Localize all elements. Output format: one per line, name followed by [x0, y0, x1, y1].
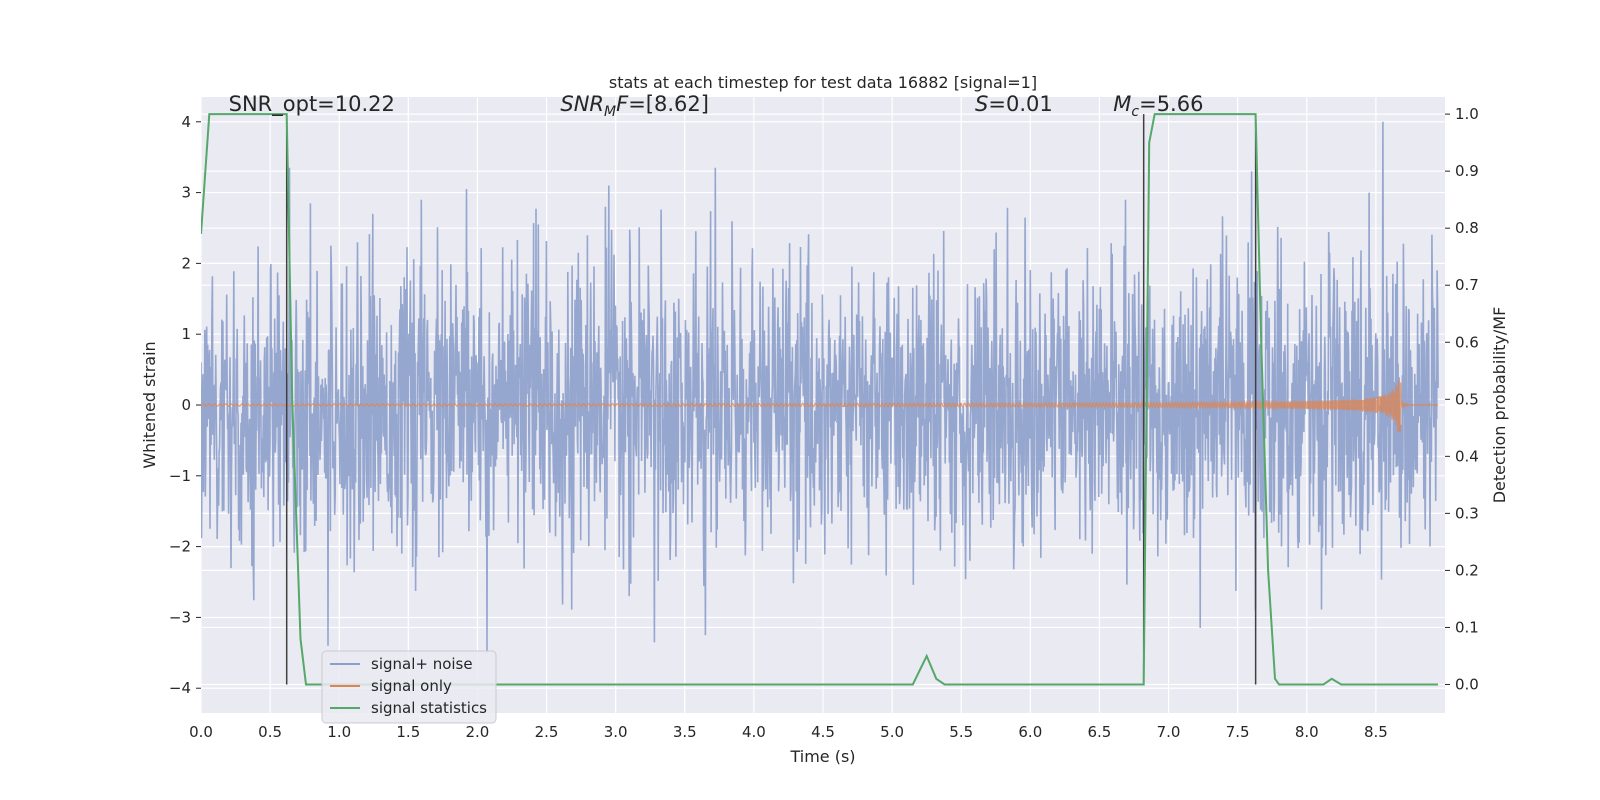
series-signal-statistics: [201, 113, 1439, 686]
legend-label-signal-only: signal only: [371, 677, 452, 695]
x-tick-label: 3.5: [673, 723, 697, 741]
y-tick-label: −1: [169, 467, 191, 485]
x-tick-label: 2.0: [466, 723, 490, 741]
annotations: SNR_opt=10.22 SNRMF=[8.62] S=0.01 Mc=5.66: [229, 92, 1204, 120]
left-y-axis-label: Whitened strain: [140, 341, 159, 468]
y2-tick-label: 0.4: [1455, 447, 1479, 465]
right-y-axis-ticks: 0.0 0.1 0.2 0.3 0.4 0.5 0.6 0.7 0.8 0.9 1.0: [1445, 105, 1479, 693]
y2-tick-label: 0.2: [1455, 561, 1479, 579]
y-tick-label: 2: [181, 254, 191, 272]
line-signal-plus-noise: [201, 121, 1439, 653]
right-y-axis-label: Detection probability/MF: [1490, 307, 1509, 504]
series-signal-plus-noise: [201, 121, 1439, 653]
y2-tick-label: 0.7: [1455, 276, 1479, 294]
x-tick-label: 1.5: [396, 723, 420, 741]
y2-tick-label: 0.5: [1455, 390, 1479, 408]
legend: signal+ noise signal only signal statist…: [321, 650, 497, 724]
annotation-text: Mc=5.66: [1113, 92, 1203, 120]
y-tick-label: 4: [181, 113, 191, 131]
y-tick-label: 0: [181, 396, 191, 414]
annotation-text: SNRMF=[8.62]: [560, 92, 709, 120]
x-tick-label: 4.0: [742, 723, 766, 741]
y-tick-label: −2: [169, 538, 191, 556]
legend-box: [321, 650, 497, 724]
x-tick-label: 7.5: [1226, 723, 1250, 741]
x-tick-label: 5.5: [949, 723, 973, 741]
legend-label-signal-plus-noise: signal+ noise: [371, 655, 473, 673]
legend-label-signal-statistics: signal statistics: [371, 699, 487, 717]
x-tick-label: 3.0: [604, 723, 628, 741]
x-tick-label: 0.5: [258, 723, 282, 741]
annotation-text: SNR_opt=10.22: [229, 92, 395, 117]
line-signal-only: [201, 379, 1439, 433]
x-tick-label: 8.0: [1295, 723, 1319, 741]
y-tick-label: −4: [169, 679, 191, 697]
y2-tick-label: 1.0: [1455, 105, 1479, 123]
y2-tick-label: 0.8: [1455, 219, 1479, 237]
annotation-text: S=0.01: [975, 92, 1053, 116]
left-y-axis-ticks: −4 −3 −2 −1 0 1 2 3 4: [169, 113, 201, 697]
y-tick-label: 1: [181, 325, 191, 343]
series-signal-only: [201, 379, 1439, 433]
x-tick-label: 0.0: [189, 723, 213, 741]
x-tick-label: 8.5: [1364, 723, 1388, 741]
y2-tick-label: 0.9: [1455, 162, 1479, 180]
y2-tick-label: 0.6: [1455, 333, 1479, 351]
y2-tick-label: 0.3: [1455, 504, 1479, 522]
x-axis-ticks: 0.0 0.5 1.0 1.5 2.0 2.5 3.0 3.5 4.0 4.5 5.0 5.5 6.0 6…: [189, 723, 1388, 741]
y2-tick-label: 0.0: [1455, 675, 1479, 693]
y-tick-label: 3: [181, 184, 191, 202]
x-tick-label: 4.5: [811, 723, 835, 741]
x-tick-label: 6.5: [1088, 723, 1112, 741]
x-axis-label: Time (s): [789, 747, 855, 766]
x-tick-label: 1.0: [327, 723, 351, 741]
chart-title: stats at each timestep for test data 168…: [609, 73, 1037, 92]
x-tick-label: 2.5: [535, 723, 559, 741]
x-tick-label: 6.0: [1018, 723, 1042, 741]
y-tick-label: −3: [169, 608, 191, 626]
x-tick-label: 7.0: [1157, 723, 1181, 741]
y2-tick-label: 0.1: [1455, 618, 1479, 636]
x-tick-label: 5.0: [880, 723, 904, 741]
line-signal-statistics: [201, 113, 1439, 686]
